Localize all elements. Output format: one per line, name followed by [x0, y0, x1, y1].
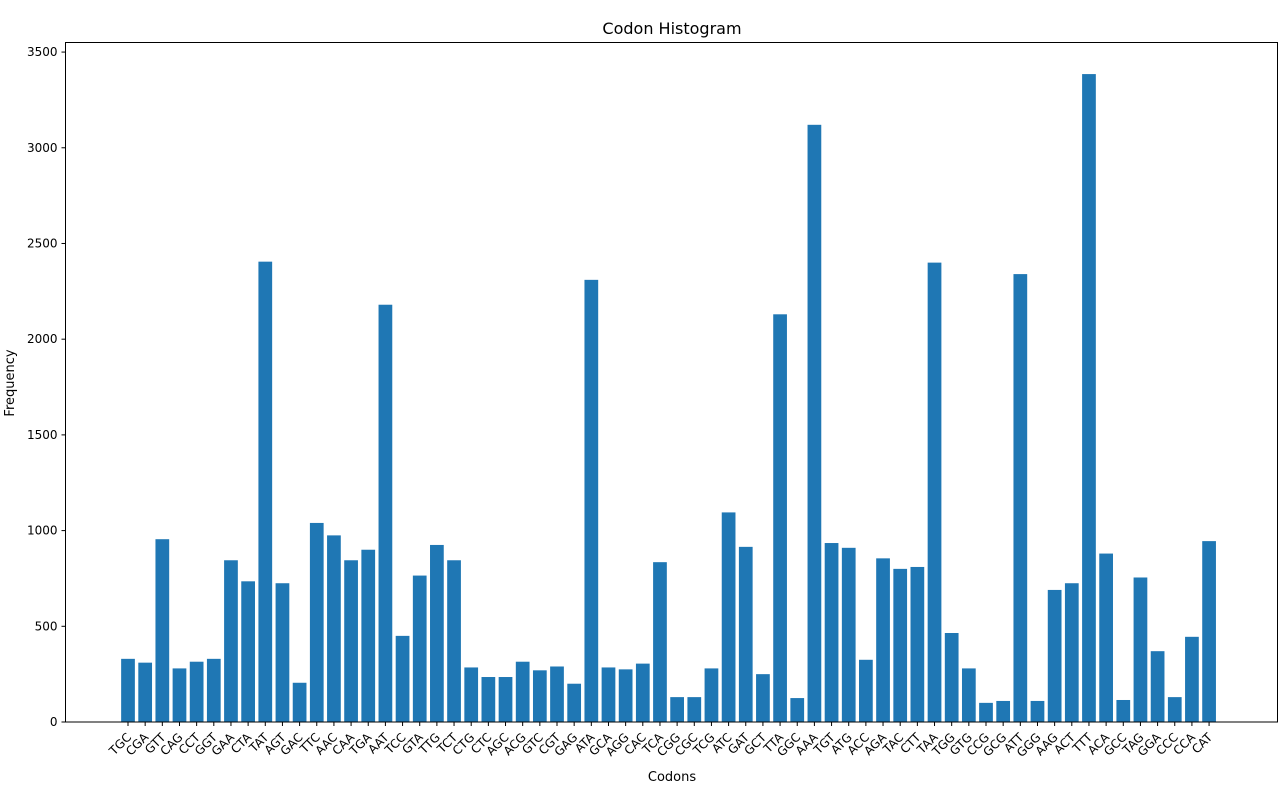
- x-axis-label: Codons: [648, 770, 696, 785]
- bar-ggt: [206, 658, 221, 722]
- bar-cgg: [670, 697, 684, 722]
- bar-caa: [344, 560, 358, 722]
- bar-ttt: [1082, 74, 1096, 722]
- bar-tgc: [121, 658, 135, 722]
- bar-acg: [515, 661, 530, 722]
- bar-aat: [378, 304, 393, 722]
- bar-gcg: [996, 700, 1011, 722]
- bar-gtc: [532, 670, 547, 722]
- bar-ttg: [430, 544, 444, 722]
- bar-cca: [1185, 636, 1199, 722]
- bar-aga: [876, 558, 890, 722]
- bar-tgt: [824, 543, 839, 722]
- bar-gtg: [961, 668, 976, 722]
- bar-agg: [618, 669, 633, 722]
- bar-att: [1013, 274, 1028, 722]
- y-tick-label: 3000: [27, 141, 58, 155]
- bar-cct: [189, 661, 204, 722]
- y-tick-label: 1500: [27, 428, 58, 442]
- bar-tcc: [395, 635, 410, 722]
- bar-cat: [1202, 541, 1216, 722]
- bar-aaa: [807, 124, 822, 722]
- bar-gat: [738, 546, 753, 722]
- bar-tag: [1133, 577, 1148, 722]
- y-tick-label: 0: [50, 715, 58, 729]
- bar-tca: [653, 562, 667, 722]
- bar-tat: [258, 261, 273, 722]
- bar-ggc: [790, 698, 805, 722]
- bar-cag: [172, 668, 187, 722]
- bar-cac: [635, 663, 650, 722]
- bar-gga: [1150, 651, 1165, 722]
- chart-title: Codon Histogram: [602, 19, 741, 38]
- y-tick-label: 2500: [27, 236, 58, 250]
- plot-frame: [65, 42, 1278, 723]
- bar-cta: [241, 581, 255, 722]
- bar-aca: [1099, 553, 1113, 722]
- bar-ctt: [910, 566, 925, 722]
- bar-acc: [859, 659, 873, 722]
- bar-atg: [841, 547, 856, 722]
- x-tick-label: CAT: [1189, 730, 1216, 757]
- y-tick-label: 2000: [27, 332, 58, 346]
- bar-ata: [584, 279, 599, 722]
- bar-ccg: [979, 702, 993, 722]
- bar-atc: [721, 512, 736, 722]
- bars: [121, 74, 1216, 722]
- bar-aac: [327, 535, 341, 722]
- bar-tta: [773, 314, 787, 722]
- bar-gaa: [224, 560, 238, 722]
- bar-tga: [361, 549, 376, 722]
- bar-tgg: [944, 633, 959, 722]
- y-tick-label: 1000: [27, 524, 58, 538]
- bar-cgc: [687, 697, 702, 722]
- bar-tcg: [704, 668, 719, 722]
- bar-aag: [1047, 589, 1062, 722]
- bar-gca: [601, 667, 616, 722]
- y-axis-label: Frequency: [3, 349, 18, 416]
- bar-ttc: [309, 522, 324, 722]
- x-axis: TGCCGAGTTCAGCCTGGTGAACTATATAGTGACTTCAACC…: [106, 722, 1216, 760]
- bar-ccc: [1167, 697, 1182, 722]
- bar-tac: [893, 568, 908, 722]
- bar-ctc: [481, 677, 496, 722]
- bar-tct: [447, 560, 461, 722]
- y-tick-label: 500: [35, 619, 58, 633]
- bar-gcc: [1116, 699, 1131, 722]
- y-tick-label: 3500: [27, 45, 58, 59]
- bar-act: [1064, 583, 1079, 722]
- bar-gac: [292, 682, 307, 722]
- y-axis: 0 500 1000 1500 2000 2500 3000 3500: [27, 45, 66, 729]
- bar-gct: [756, 674, 770, 722]
- bar-gag: [567, 683, 582, 722]
- bar-gta: [412, 575, 427, 722]
- bar-agc: [498, 677, 513, 722]
- bar-agt: [275, 583, 290, 722]
- bar-cgt: [550, 666, 564, 722]
- bar-ctg: [464, 667, 479, 722]
- bar-ggg: [1030, 700, 1045, 722]
- bar-taa: [927, 262, 942, 722]
- bar-cga: [138, 662, 153, 722]
- bar-gtt: [155, 539, 170, 722]
